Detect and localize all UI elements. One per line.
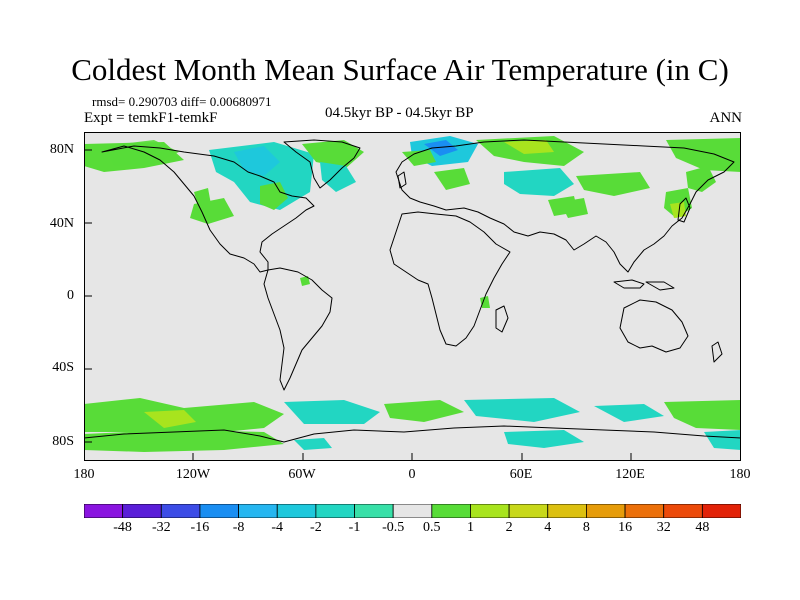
east-siberia-positive: [666, 138, 741, 172]
barents-strong-negative: [424, 140, 458, 156]
south-america-coast: [263, 267, 333, 391]
colorbar-label: -8: [232, 520, 245, 535]
colorbar-label: 1: [467, 520, 474, 535]
colorbar-swatch: [624, 504, 665, 518]
greenland-positive: [302, 140, 364, 168]
southern-ocean-negative-w: [284, 400, 380, 424]
madagascar-coast: [495, 305, 509, 333]
colorbar-swatch: [160, 504, 201, 518]
lon-label-0: 0: [408, 467, 416, 482]
antarctica-coast: [84, 425, 741, 443]
southern-ocean-negative-c: [464, 398, 580, 422]
southern-ocean-positive-e: [664, 400, 741, 430]
lat-label-80s: 80S: [52, 434, 74, 449]
greenland-sea-negative: [320, 162, 356, 192]
colorbar-swatch: [701, 504, 741, 518]
lon-label-180w: 180: [73, 467, 95, 482]
colorbar: [84, 504, 741, 518]
lon-label-180e: 180: [729, 467, 751, 482]
uk-coast: [397, 171, 407, 189]
siberia-arctic-lime: [504, 140, 554, 154]
season-label: ANN: [709, 110, 743, 126]
russia-negative: [504, 168, 574, 196]
colorbar-label: 16: [618, 520, 633, 535]
europe-positive: [434, 168, 470, 190]
world-map: [84, 132, 741, 461]
colorbar-label: 8: [582, 520, 590, 535]
amazon-positive: [300, 276, 310, 286]
colorbar-label: -0.5: [382, 520, 405, 535]
colorbar-swatch: [508, 504, 549, 518]
colorbar-label: 32: [656, 520, 671, 535]
colorbar-swatch: [392, 504, 433, 518]
southern-ocean-positive-c: [384, 400, 464, 422]
baffin-strong-negative: [234, 146, 280, 176]
colorbar-swatch: [122, 504, 162, 518]
colorbar-swatch: [586, 504, 626, 518]
colorbar-swatch: [431, 504, 471, 518]
colorbar-swatch: [276, 504, 317, 518]
colorbar-label: -4: [271, 520, 284, 535]
lon-label-120w: 120W: [175, 467, 211, 482]
antarctica-negative-e: [504, 430, 584, 448]
antarctica-negative-far-e: [704, 430, 741, 450]
colorbar-label: 48: [695, 520, 710, 535]
southern-ocean-negative-e: [594, 404, 664, 422]
antarctica-negative-sw: [294, 438, 332, 450]
experiment-label: Expt = temkF1-temkF: [84, 110, 218, 126]
colorbar-label: -16: [190, 520, 210, 535]
colorbar-label: 4: [544, 520, 552, 535]
lat-label-40s: 40S: [52, 360, 74, 375]
north-america-coast: [101, 145, 315, 273]
himalaya-positive: [560, 198, 588, 218]
eurasia-coast: [395, 139, 735, 273]
colorbar-swatch: [238, 504, 278, 518]
australia-coast: [619, 299, 689, 353]
canada-negative: [209, 142, 314, 210]
colorbar-swatch: [470, 504, 510, 518]
period-label: 04.5kyr BP - 04.5kyr BP: [325, 105, 474, 121]
central-asia-positive: [576, 172, 650, 196]
colorbar-label: -2: [310, 520, 322, 535]
colorbar-swatch: [84, 504, 124, 518]
colorbar-swatch: [663, 504, 703, 518]
indonesia-coast: [613, 279, 675, 291]
colorbar-swatch: [547, 504, 587, 518]
colorbar-swatch: [199, 504, 239, 518]
hudson-positive: [260, 182, 288, 210]
africa-coast: [389, 211, 511, 347]
pacific-nw-positive: [194, 188, 212, 214]
colorbar-swatch: [315, 504, 355, 518]
figure-title: Coldest Month Mean Surface Air Temperatu…: [71, 52, 729, 87]
colorbar-label: 2: [505, 520, 513, 535]
colorbar-label: 0.5: [423, 520, 441, 535]
antarctica-positive-w: [84, 430, 284, 452]
colorbar-swatch: [354, 504, 394, 518]
kamchatka-positive: [686, 166, 716, 192]
colorbar-label: -32: [151, 520, 171, 535]
scandinavia-positive: [402, 150, 436, 166]
colorbar-label: -1: [348, 520, 361, 535]
greenland-coast: [283, 139, 361, 189]
east-africa-positive: [480, 296, 490, 308]
lon-label-120e: 120E: [615, 467, 645, 482]
lat-label-0: 0: [67, 288, 74, 303]
colorbar-label: -48: [113, 520, 132, 535]
southern-ocean-lime: [144, 410, 196, 428]
coastlines: [84, 139, 741, 443]
lat-label-40n: 40N: [49, 216, 74, 231]
stats-line: rmsd= 0.290703 diff= 0.00680971: [92, 94, 272, 109]
east-asia-lime: [670, 202, 686, 218]
axis-ticks: [84, 149, 632, 461]
lon-label-60e: 60E: [509, 467, 533, 482]
new-zealand-coast: [711, 341, 723, 363]
lat-label-80n: 80N: [49, 142, 74, 157]
japan-coast: [677, 197, 691, 223]
lon-label-60w: 60W: [288, 467, 316, 482]
